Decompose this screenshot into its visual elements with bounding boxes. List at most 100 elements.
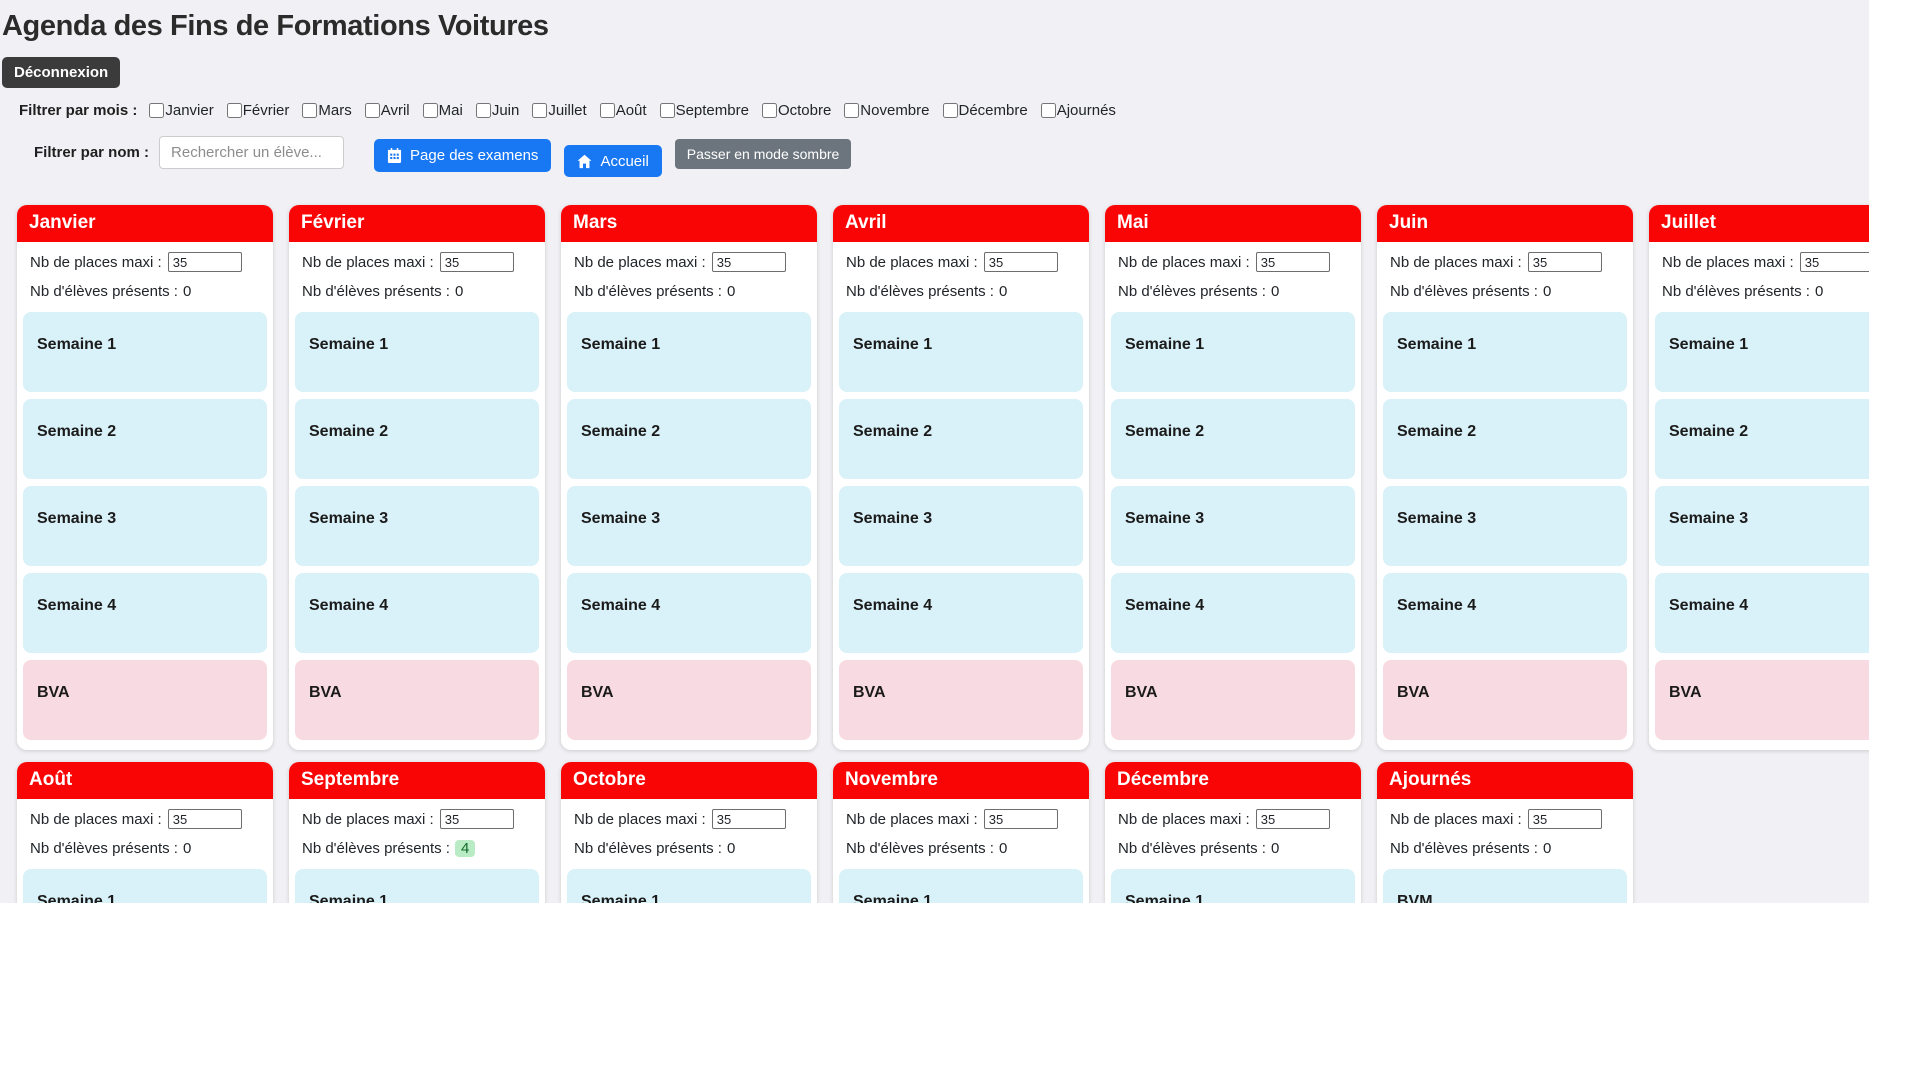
places-max-input[interactable]	[983, 252, 1058, 272]
month-filter-item[interactable]: Mars	[302, 102, 352, 119]
week-block[interactable]: Semaine 1	[1111, 312, 1355, 392]
places-max-input[interactable]	[1527, 809, 1602, 829]
week-block[interactable]: Semaine 1	[295, 312, 539, 392]
month-filter-checkbox[interactable]	[149, 103, 165, 118]
week-block[interactable]: Semaine 1	[23, 312, 267, 392]
places-max-input[interactable]	[711, 252, 786, 272]
week-block[interactable]: Semaine 3	[1111, 486, 1355, 566]
logout-button[interactable]: Déconnexion	[2, 57, 121, 88]
week-block-label: Semaine 2	[581, 423, 661, 440]
month-filter-checkbox[interactable]	[844, 103, 860, 118]
month-filter-checkbox[interactable]	[659, 103, 675, 118]
month-filter-item[interactable]: Novembre	[844, 102, 930, 119]
month-card-header: Mars	[561, 205, 817, 242]
week-block[interactable]: Semaine 2	[1383, 399, 1627, 479]
week-block[interactable]: Semaine 3	[23, 486, 267, 566]
week-block[interactable]: BVA	[23, 660, 267, 740]
week-block[interactable]: Semaine 4	[23, 573, 267, 653]
month-filter-item[interactable]: Ajournés	[1040, 102, 1116, 119]
month-filter-checkbox[interactable]	[1040, 103, 1056, 118]
month-filter-label: Avril	[380, 102, 410, 119]
month-card: Décembre Nb de places maxi : Nb d'élèves…	[1105, 762, 1361, 903]
places-max-label: Nb de places maxi :	[846, 253, 978, 271]
month-filter-checkbox[interactable]	[364, 103, 380, 118]
month-filter-checkbox[interactable]	[532, 103, 548, 118]
places-max-input[interactable]	[439, 252, 514, 272]
month-filter-item[interactable]: Septembre	[659, 102, 749, 119]
week-block[interactable]: Semaine 3	[839, 486, 1083, 566]
week-block[interactable]: Semaine 4	[1111, 573, 1355, 653]
week-block-label: Semaine 3	[1669, 510, 1749, 527]
week-block[interactable]: BVA	[1111, 660, 1355, 740]
month-filter-checkbox[interactable]	[761, 103, 777, 118]
week-block[interactable]: Semaine 4	[567, 573, 811, 653]
week-block[interactable]: Semaine 2	[1655, 399, 1869, 479]
presents-label: Nb d'élèves présents :	[302, 283, 450, 300]
week-block[interactable]: Semaine 1	[1383, 312, 1627, 392]
week-block[interactable]: BVA	[295, 660, 539, 740]
places-max-input[interactable]	[439, 809, 514, 829]
exams-page-button[interactable]: Page des examens	[374, 139, 552, 172]
week-block[interactable]: Semaine 3	[295, 486, 539, 566]
month-filter-item[interactable]: Janvier	[149, 102, 214, 119]
month-filter-checkbox[interactable]	[942, 103, 958, 118]
places-max-input[interactable]	[167, 252, 242, 272]
month-filter-checkbox[interactable]	[226, 103, 242, 118]
week-blocks: Semaine 1 Semaine 2 Semaine 3 Semaine 4 …	[23, 312, 267, 740]
month-filter-item[interactable]: Décembre	[942, 102, 1028, 119]
week-block[interactable]: Semaine 2	[839, 399, 1083, 479]
search-input[interactable]	[159, 136, 345, 169]
month-filter-checkbox[interactable]	[422, 103, 438, 118]
week-block[interactable]: Semaine 1	[1655, 312, 1869, 392]
week-block[interactable]: Semaine 4	[1383, 573, 1627, 653]
places-max-input[interactable]	[167, 809, 242, 829]
month-filter-item[interactable]: Mai	[422, 102, 463, 119]
week-block[interactable]: Semaine 1	[567, 312, 811, 392]
week-block[interactable]: Semaine 2	[23, 399, 267, 479]
month-card: Octobre Nb de places maxi : Nb d'élèves …	[561, 762, 817, 903]
week-block[interactable]: Semaine 1	[23, 869, 267, 903]
week-block[interactable]: BVA	[567, 660, 811, 740]
places-max-input[interactable]	[1255, 252, 1330, 272]
places-max-input[interactable]	[711, 809, 786, 829]
week-block[interactable]: Semaine 2	[1111, 399, 1355, 479]
month-card: Avril Nb de places maxi : Nb d'élèves pr…	[833, 205, 1089, 750]
week-block[interactable]: Semaine 3	[567, 486, 811, 566]
week-block[interactable]: Semaine 1	[839, 312, 1083, 392]
week-block-label: Semaine 1	[853, 336, 933, 353]
week-block[interactable]: Semaine 4	[839, 573, 1083, 653]
month-filter-checkbox[interactable]	[599, 103, 615, 118]
week-block[interactable]: BVA	[1383, 660, 1627, 740]
week-block[interactable]: Semaine 4	[295, 573, 539, 653]
places-max-input[interactable]	[1527, 252, 1602, 272]
dark-mode-button[interactable]: Passer en mode sombre	[674, 139, 852, 169]
home-button[interactable]: Accueil	[564, 145, 662, 177]
week-block[interactable]: BVA	[1655, 660, 1869, 740]
week-block[interactable]: Semaine 2	[567, 399, 811, 479]
week-block[interactable]: Semaine 1	[567, 869, 811, 903]
week-block[interactable]: BVM	[1383, 869, 1627, 903]
week-block[interactable]: Semaine 4	[1655, 573, 1869, 653]
week-block[interactable]: Semaine 1	[295, 869, 539, 903]
month-filter-item[interactable]: Juillet	[532, 102, 587, 119]
home-button-label: Accueil	[600, 152, 649, 170]
week-block-label: Semaine 1	[37, 336, 117, 353]
week-block[interactable]: Semaine 3	[1655, 486, 1869, 566]
places-max-input[interactable]	[983, 809, 1058, 829]
month-filter-checkbox[interactable]	[475, 103, 491, 118]
month-filter-label: Octobre	[777, 102, 832, 119]
week-block[interactable]: BVA	[839, 660, 1083, 740]
week-block[interactable]: Semaine 1	[1111, 869, 1355, 903]
month-filter-item[interactable]: Février	[226, 102, 289, 119]
month-filter-label: Novembre	[860, 102, 930, 119]
places-max-input[interactable]	[1799, 252, 1869, 272]
week-block[interactable]: Semaine 2	[295, 399, 539, 479]
week-block[interactable]: Semaine 1	[839, 869, 1083, 903]
month-filter-item[interactable]: Juin	[475, 102, 519, 119]
month-filter-checkbox[interactable]	[302, 103, 318, 118]
month-filter-item[interactable]: Avril	[364, 102, 410, 119]
month-filter-item[interactable]: Octobre	[761, 102, 832, 119]
places-max-input[interactable]	[1255, 809, 1330, 829]
month-filter-item[interactable]: Août	[599, 102, 647, 119]
week-block[interactable]: Semaine 3	[1383, 486, 1627, 566]
